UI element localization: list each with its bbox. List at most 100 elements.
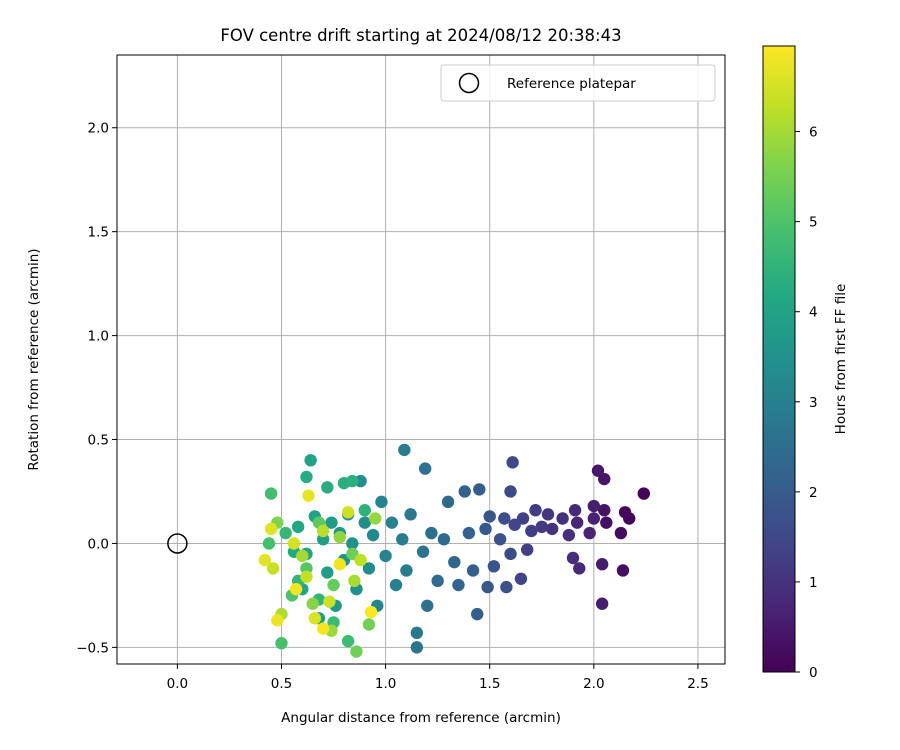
data-point	[529, 503, 542, 517]
data-point	[289, 582, 303, 596]
data-point	[279, 526, 292, 540]
data-point	[520, 543, 534, 556]
data-point	[616, 564, 630, 577]
data-point	[341, 634, 355, 648]
data-point	[346, 537, 359, 550]
data-point	[535, 520, 548, 534]
data-point	[325, 516, 338, 529]
colorbar-tick-label: 2	[809, 485, 818, 501]
data-point	[637, 487, 650, 500]
data-point	[595, 558, 609, 571]
colorbar-tick-label: 5	[809, 215, 818, 231]
x-tick-label: 1.5	[479, 676, 500, 692]
y-tick-label: 1.0	[88, 329, 109, 345]
data-point	[587, 512, 601, 525]
data-point	[573, 562, 586, 575]
data-point	[458, 485, 471, 498]
data-point	[508, 518, 521, 531]
data-point	[275, 637, 288, 650]
data-point	[258, 553, 272, 567]
data-point	[471, 607, 484, 621]
data-point	[506, 456, 519, 469]
x-axis-label: Angular distance from reference (arcmin)	[281, 710, 561, 726]
data-point	[568, 503, 582, 517]
data-point	[398, 443, 411, 457]
data-point	[300, 470, 313, 484]
data-point	[483, 510, 496, 523]
data-point	[379, 549, 392, 563]
data-point	[266, 562, 280, 575]
colorbar-label: Hours from first FF file	[833, 284, 849, 435]
data-point	[306, 597, 319, 610]
data-point	[264, 522, 278, 536]
data-point	[262, 537, 276, 550]
data-point	[410, 626, 424, 640]
data-point	[304, 454, 317, 467]
y-tick-label: −0.5	[76, 640, 109, 656]
data-point	[598, 503, 611, 517]
data-point	[321, 481, 334, 494]
data-point	[416, 545, 430, 558]
data-point	[375, 495, 388, 509]
data-point	[541, 508, 555, 521]
data-point	[368, 512, 382, 525]
data-point	[323, 595, 336, 608]
data-point	[514, 572, 528, 585]
data-point	[358, 516, 371, 529]
data-point	[404, 508, 417, 521]
data-point	[300, 570, 313, 583]
data-point	[545, 522, 559, 536]
x-tick-label: 0.5	[271, 676, 292, 692]
data-point	[346, 474, 359, 488]
data-point	[271, 614, 284, 627]
data-point	[418, 462, 432, 475]
data-point	[614, 526, 628, 540]
data-point	[441, 495, 455, 509]
chart-title: FOV centre drift starting at 2024/08/12 …	[220, 26, 621, 45]
colorbar-tick-label: 0	[809, 665, 818, 681]
data-point	[350, 645, 363, 658]
x-tick-label: 0.0	[167, 676, 188, 692]
data-point	[437, 533, 451, 546]
data-point	[600, 516, 613, 529]
data-point	[316, 622, 330, 635]
data-point	[366, 528, 380, 542]
y-axis-ticks: −0.5 0.0 0.5 1.0 1.5 2.0	[76, 121, 117, 656]
legend-reference-marker-icon	[458, 72, 480, 94]
data-point	[466, 564, 480, 577]
data-point	[556, 512, 569, 525]
data-point	[618, 506, 632, 519]
colorbar: 0 1 2 3 4 5 6 Hours from first FF file	[762, 45, 849, 681]
legend: Reference platepar	[440, 64, 716, 102]
x-tick-label: 2.5	[687, 676, 708, 692]
data-point	[498, 512, 511, 525]
y-tick-label: 2.0	[88, 121, 109, 137]
data-point	[354, 553, 367, 567]
data-point	[566, 551, 580, 565]
data-point	[302, 489, 315, 502]
data-point	[316, 524, 330, 538]
data-points	[258, 443, 650, 658]
data-point	[308, 612, 322, 625]
data-point	[500, 580, 513, 594]
colorbar-gradient	[762, 45, 796, 673]
data-point	[396, 533, 409, 546]
data-point	[487, 560, 501, 573]
data-point	[321, 566, 334, 579]
reference-platepar-marker	[167, 533, 188, 554]
data-point	[400, 564, 413, 577]
data-point	[504, 547, 517, 561]
data-point	[385, 516, 399, 529]
data-point	[327, 578, 340, 592]
data-point	[481, 580, 494, 594]
data-point	[410, 641, 424, 654]
colorbar-tick-label: 1	[809, 575, 818, 591]
data-point	[296, 549, 309, 563]
data-point	[473, 483, 486, 496]
data-point	[364, 605, 378, 619]
data-point	[591, 464, 605, 477]
colorbar-ticks: 0 1 2 3 4 5 6	[795, 125, 818, 681]
y-axis-label: Rotation from reference (arcmin)	[26, 248, 42, 470]
data-point	[570, 516, 584, 529]
data-point	[525, 524, 538, 538]
